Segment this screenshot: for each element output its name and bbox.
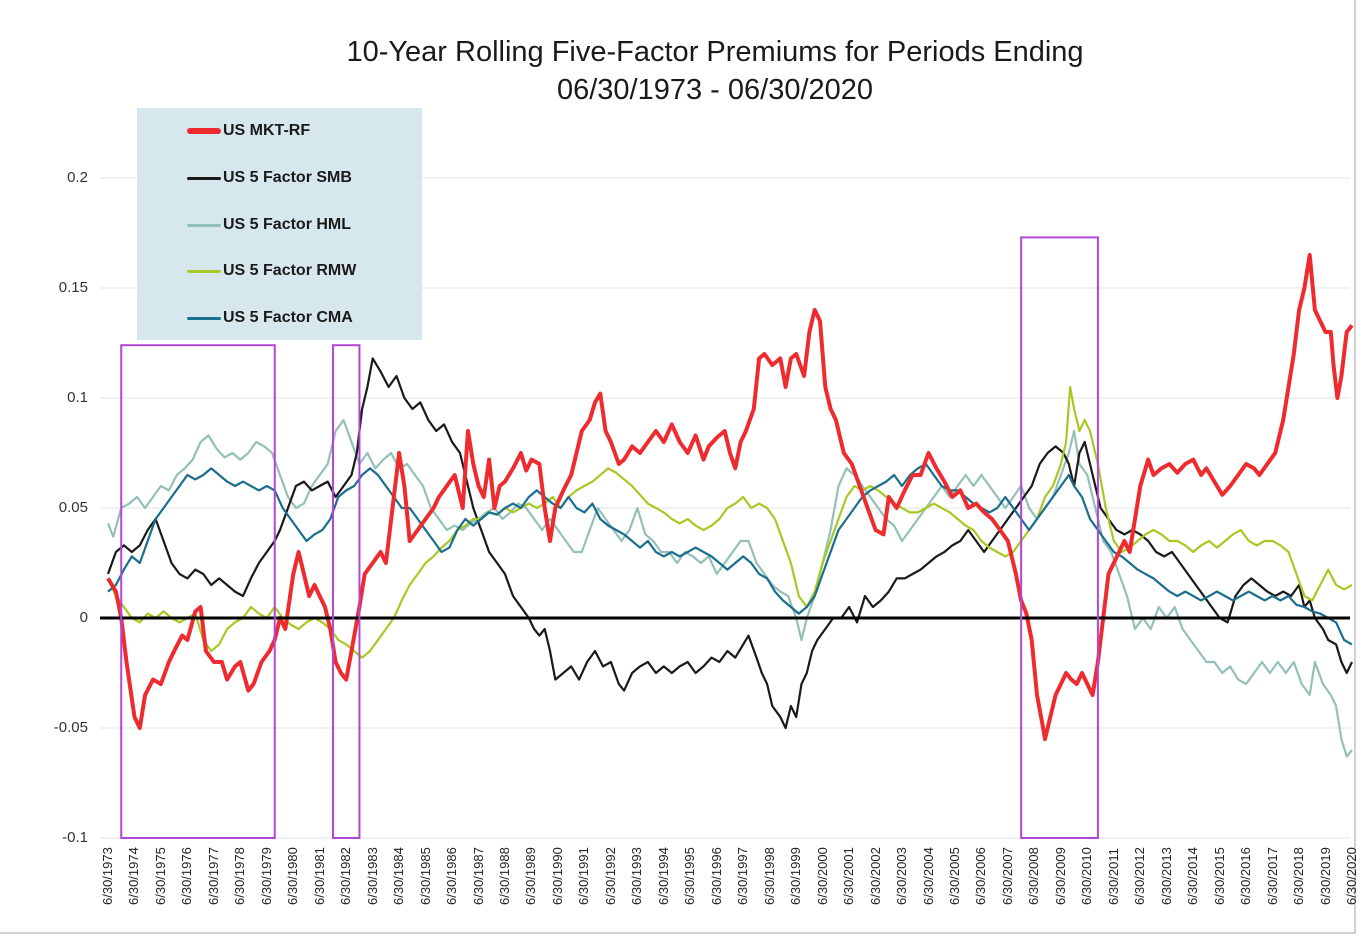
legend-label-rmw: US 5 Factor RMW [223,262,357,279]
legend-swatch-cma [187,316,221,320]
x-tick-label: 6/30/1979 [258,847,274,905]
x-tick-label: 6/30/1973 [100,847,115,905]
x-tick-label: 6/30/1986 [444,847,460,905]
x-tick-label: 6/30/1989 [523,847,539,905]
highlight-box-3 [1020,236,1099,839]
x-tick-label: 6/30/2019 [1317,847,1333,905]
x-tick-label: 6/30/2006 [973,847,989,905]
x-tick-label: 6/30/1994 [655,847,671,905]
x-tick-label: 6/30/1974 [126,847,142,905]
legend-label-cma: US 5 Factor CMA [223,309,353,326]
x-tick-label: 6/30/1975 [152,847,168,905]
x-tick-label: 6/30/2008 [1026,847,1042,905]
highlight-box-2 [331,344,361,839]
series-line-us-5-factor-rmw [106,385,1353,659]
x-tick-label: 6/30/2020 [1344,847,1359,905]
x-tick-label: 6/30/2009 [1052,847,1068,905]
x-tick-label: 6/30/2016 [1238,847,1254,905]
chart-subtitle: 06/30/1973 - 06/30/2020 [556,74,874,106]
x-tick-label: 6/30/2014 [1185,847,1201,905]
x-tick-label: 6/30/1977 [205,847,221,905]
x-tick-label: 6/30/1987 [470,847,486,905]
legend-swatch-rmw [187,269,221,273]
x-tick-label: 6/30/2011 [1105,848,1121,905]
legend-swatch-mkt-rf [187,128,221,134]
x-tick-label: 6/30/2003 [894,847,910,905]
legend-label-smb: US 5 Factor SMB [223,169,352,186]
x-tick-label: 6/30/1983 [364,847,380,905]
series-lines [106,253,1354,758]
x-tick-label: 6/30/1991 [576,847,592,905]
x-tick-label: 6/30/2015 [1211,847,1227,905]
y-tick-label: -0.1 [62,829,88,846]
legend-item-smb: US 5 Factor SMB [187,167,352,189]
x-tick-label: 6/30/1980 [285,847,301,905]
x-tick-label: 6/30/1978 [232,847,248,905]
x-tick-label: 6/30/2010 [1079,847,1095,905]
x-tick-label: 6/30/1998 [761,847,777,905]
x-tick-label: 6/30/2013 [1158,847,1174,905]
x-tick-label: 6/30/2000 [814,847,830,905]
x-tick-label: 6/30/1981 [311,847,327,905]
x-tick-label: 6/30/1982 [338,847,354,905]
x-tick-label: 6/30/1997 [735,847,751,905]
legend-swatch-hml [187,223,221,227]
highlight-box-1 [120,344,276,839]
legend-label-mkt-rf: US MKT-RF [223,122,311,139]
legend-swatch-smb [187,176,221,180]
chart-title: 10-Year Rolling Five-Factor Premiums for… [346,36,1084,68]
highlight-boxes [120,236,1099,839]
x-tick-label: 6/30/1999 [788,847,804,905]
x-tick-label: 6/30/2018 [1291,847,1307,905]
x-tick-label: 6/30/1993 [629,847,645,905]
legend-label-hml: US 5 Factor HML [223,216,352,233]
x-tick-label: 6/30/1976 [179,847,195,905]
series-line-us-5-factor-cma [107,462,1353,646]
x-tick-label: 6/30/1996 [708,847,724,905]
x-tick-label: 6/30/1995 [682,847,698,905]
y-tick-label: 0.15 [58,279,88,296]
series-line-us-5-factor-smb [106,357,1353,730]
x-tick-label: 6/30/2002 [867,847,883,905]
y-tick-label: -0.05 [53,719,88,736]
x-tick-label: 6/30/2005 [946,847,962,905]
x-tick-label: 6/30/1984 [391,847,407,905]
x-tick-label: 6/30/1992 [602,847,618,905]
legend-item-rmw: US 5 Factor RMW [187,260,356,282]
x-tick-label: 6/30/2007 [999,847,1015,905]
x-tick-label: 6/30/2001 [841,847,857,905]
y-tick-label: 0.05 [58,499,88,516]
gridlines [100,177,1350,839]
series-line-us-5-factor-hml [106,418,1353,758]
x-tick-label: 6/30/1985 [417,847,433,905]
x-tick-label: 6/30/2017 [1264,847,1280,905]
x-tick-label: 6/30/2012 [1132,847,1148,905]
legend: US MKT-RF US 5 Factor SMB US 5 Factor HM… [137,108,422,340]
y-tick-label: 0.2 [67,169,88,186]
legend-item-cma: US 5 Factor CMA [187,307,353,329]
x-tick-label: 6/30/2004 [920,847,936,905]
legend-item-mkt-rf: US MKT-RF [187,120,310,142]
x-tick-label: 6/30/1988 [497,847,513,905]
y-tick-label: 0.1 [67,389,88,406]
x-tick-label: 6/30/1990 [549,847,565,905]
legend-item-hml: US 5 Factor HML [187,214,351,236]
series-line-us-mkt-rf [106,253,1354,741]
y-tick-label: 0 [79,609,88,626]
